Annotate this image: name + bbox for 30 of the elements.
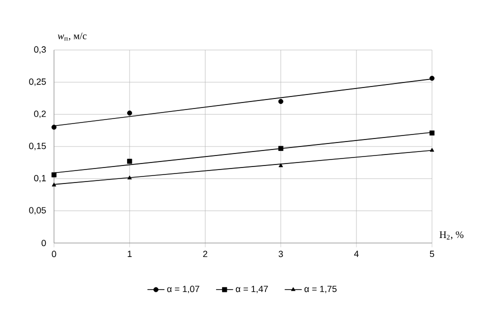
- point: [430, 148, 434, 152]
- x-tick-label: 3: [278, 250, 283, 258]
- y-axis-title: w$_{п}$, м/с: [58, 32, 87, 41]
- point: [52, 124, 56, 130]
- x-tick-label: 5: [430, 250, 434, 258]
- x-tick-label: 2: [203, 250, 208, 258]
- point: [278, 146, 284, 151]
- y-tick-label: 0,2: [34, 110, 46, 118]
- legend-label: α = 1,75: [304, 286, 337, 294]
- legend-label: α = 1,47: [236, 286, 268, 294]
- x-tick-label: 1: [128, 250, 132, 257]
- y-tick-label: 0,05: [29, 207, 46, 215]
- point: [430, 130, 434, 136]
- point: [127, 158, 132, 164]
- point: [127, 110, 132, 116]
- y-tick-label: 0,25: [29, 78, 46, 86]
- y-tick-label: 0,15: [29, 142, 46, 150]
- point: [52, 172, 56, 178]
- point: [278, 163, 283, 168]
- point: [430, 76, 434, 81]
- legend-label: α = 1,07: [167, 286, 200, 294]
- x-tick-label: 0: [52, 250, 56, 258]
- y-tick-label: 0,1: [34, 174, 46, 182]
- x-axis-title: H$_{2}$, %: [440, 231, 464, 240]
- point: [127, 176, 132, 180]
- point: [52, 182, 56, 186]
- point: [278, 98, 284, 104]
- x-tick-label: 4: [354, 250, 359, 257]
- y-tick-label: 0,3: [34, 46, 46, 54]
- y-tick-label: 0: [42, 240, 46, 246]
